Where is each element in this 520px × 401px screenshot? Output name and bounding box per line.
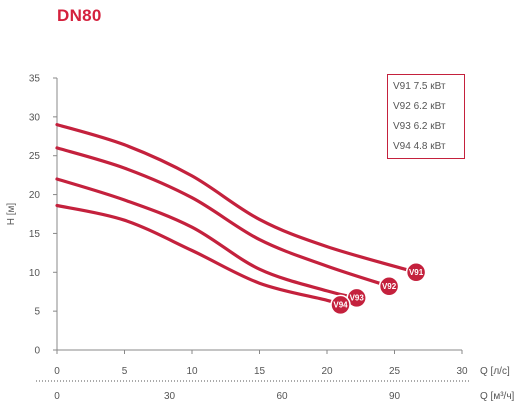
x-secondary-tick-label: 60 — [276, 391, 288, 401]
curves — [55, 123, 418, 307]
curve-v93 — [55, 177, 359, 300]
x-secondary-tick-label: 30 — [164, 391, 176, 401]
marker-label-v91: V91 — [409, 268, 424, 277]
curve-v94 — [55, 203, 343, 307]
curve-v91 — [55, 123, 418, 274]
x-tick-label: 20 — [321, 366, 333, 377]
y-tick-label: 25 — [29, 151, 41, 162]
x-tick-label: 10 — [186, 366, 198, 377]
tick-labels: 0 5 10 15 20 25 30 35 0 5 10 15 20 25 30 0 30 60 90 — [29, 74, 468, 401]
curve-v92 — [55, 146, 391, 288]
y-tick-label: 35 — [29, 74, 41, 85]
marker-v92: V92 — [378, 276, 400, 297]
marker-label-v92: V92 — [382, 282, 397, 291]
x-secondary-tick-label: 0 — [54, 391, 60, 401]
x-tick-label: 25 — [389, 366, 401, 377]
x-tick-label: 0 — [54, 366, 60, 377]
legend-item-v94: V94 4.8 кВт — [393, 141, 446, 152]
y-tick-label: 30 — [29, 112, 41, 123]
chart-title: DN80 — [57, 6, 102, 25]
x-tick-label: 30 — [456, 366, 468, 377]
legend-item-v91: V91 7.5 кВт — [393, 81, 446, 92]
x-axis-label: Q [л/с] — [480, 366, 510, 377]
y-tick-label: 5 — [34, 307, 40, 318]
x-tick-label: 5 — [122, 366, 128, 377]
legend-item-v92: V92 6.2 кВт — [393, 101, 446, 112]
legend: V91 7.5 кВт V92 6.2 кВт V93 6.2 кВт V94 … — [387, 74, 465, 159]
x-tick-label: 15 — [254, 366, 266, 377]
y-tick-label: 20 — [29, 190, 41, 201]
y-axis-label: H [м] — [6, 203, 17, 226]
marker-v91: V91 — [405, 262, 427, 283]
y-tick-label: 0 — [34, 346, 40, 357]
marker-v94: V94 — [330, 294, 351, 316]
x-secondary-tick-label: 90 — [389, 391, 401, 401]
marker-label-v94: V94 — [333, 300, 348, 309]
legend-item-v93: V93 6.2 кВт — [393, 121, 446, 132]
y-tick-label: 10 — [29, 268, 41, 279]
x-axis-secondary-label: Q [м³/ч] — [480, 391, 515, 401]
marker-label-v93: V93 — [350, 293, 365, 302]
y-tick-label: 15 — [29, 229, 41, 240]
